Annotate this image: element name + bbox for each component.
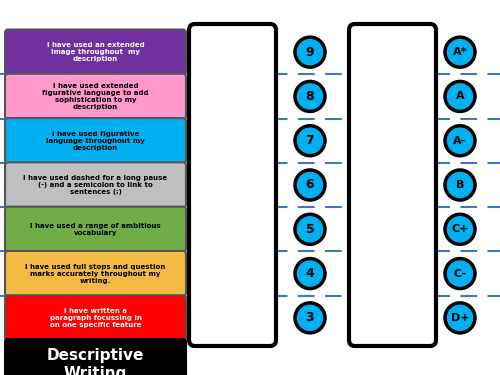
Text: C+: C+ bbox=[452, 224, 468, 234]
Text: D+: D+ bbox=[451, 313, 469, 323]
Text: 8: 8 bbox=[306, 90, 314, 103]
Circle shape bbox=[445, 214, 475, 244]
Circle shape bbox=[295, 214, 325, 244]
FancyBboxPatch shape bbox=[5, 30, 186, 75]
Text: 6: 6 bbox=[306, 178, 314, 192]
Text: B: B bbox=[456, 180, 464, 190]
Text: A-: A- bbox=[454, 136, 466, 146]
FancyBboxPatch shape bbox=[5, 207, 186, 252]
Text: I have used an extended
image throughout  my
description: I have used an extended image throughout… bbox=[46, 42, 144, 62]
Circle shape bbox=[295, 126, 325, 156]
Circle shape bbox=[445, 37, 475, 67]
FancyBboxPatch shape bbox=[5, 162, 186, 208]
Text: I have used extended
figurative language to add
sophistication to my
description: I have used extended figurative language… bbox=[42, 83, 149, 110]
Text: 3: 3 bbox=[306, 311, 314, 324]
Circle shape bbox=[295, 81, 325, 111]
Text: I have used figurative
language throughout my
description: I have used figurative language througho… bbox=[46, 131, 145, 151]
FancyBboxPatch shape bbox=[5, 251, 186, 296]
Text: I have used full stops and question
marks accurately throughout my
writing.: I have used full stops and question mark… bbox=[26, 264, 166, 284]
FancyBboxPatch shape bbox=[5, 74, 186, 119]
Text: 7: 7 bbox=[306, 134, 314, 147]
Circle shape bbox=[445, 303, 475, 333]
Circle shape bbox=[445, 259, 475, 289]
FancyBboxPatch shape bbox=[5, 295, 186, 340]
Text: Descriptive
Writing: Descriptive Writing bbox=[47, 348, 144, 375]
Text: 9: 9 bbox=[306, 46, 314, 58]
FancyBboxPatch shape bbox=[5, 118, 186, 164]
Text: C-: C- bbox=[454, 268, 466, 279]
Circle shape bbox=[295, 303, 325, 333]
Text: I have used a range of ambitious
vocabulary: I have used a range of ambitious vocabul… bbox=[30, 223, 161, 236]
Circle shape bbox=[295, 259, 325, 289]
FancyBboxPatch shape bbox=[349, 24, 436, 346]
Text: 4: 4 bbox=[306, 267, 314, 280]
FancyBboxPatch shape bbox=[5, 339, 186, 375]
FancyBboxPatch shape bbox=[189, 24, 276, 346]
Circle shape bbox=[295, 37, 325, 67]
Text: I have written a
paragraph focussing in
on one specific feature: I have written a paragraph focussing in … bbox=[50, 308, 142, 328]
Text: A: A bbox=[456, 92, 464, 101]
Circle shape bbox=[295, 170, 325, 200]
Text: A*: A* bbox=[453, 47, 467, 57]
Text: I have used dashed for a long pause
(-) and a semicolon to link to
sentences (;): I have used dashed for a long pause (-) … bbox=[24, 175, 168, 195]
Circle shape bbox=[445, 170, 475, 200]
Circle shape bbox=[445, 81, 475, 111]
Circle shape bbox=[445, 126, 475, 156]
Text: 5: 5 bbox=[306, 223, 314, 236]
